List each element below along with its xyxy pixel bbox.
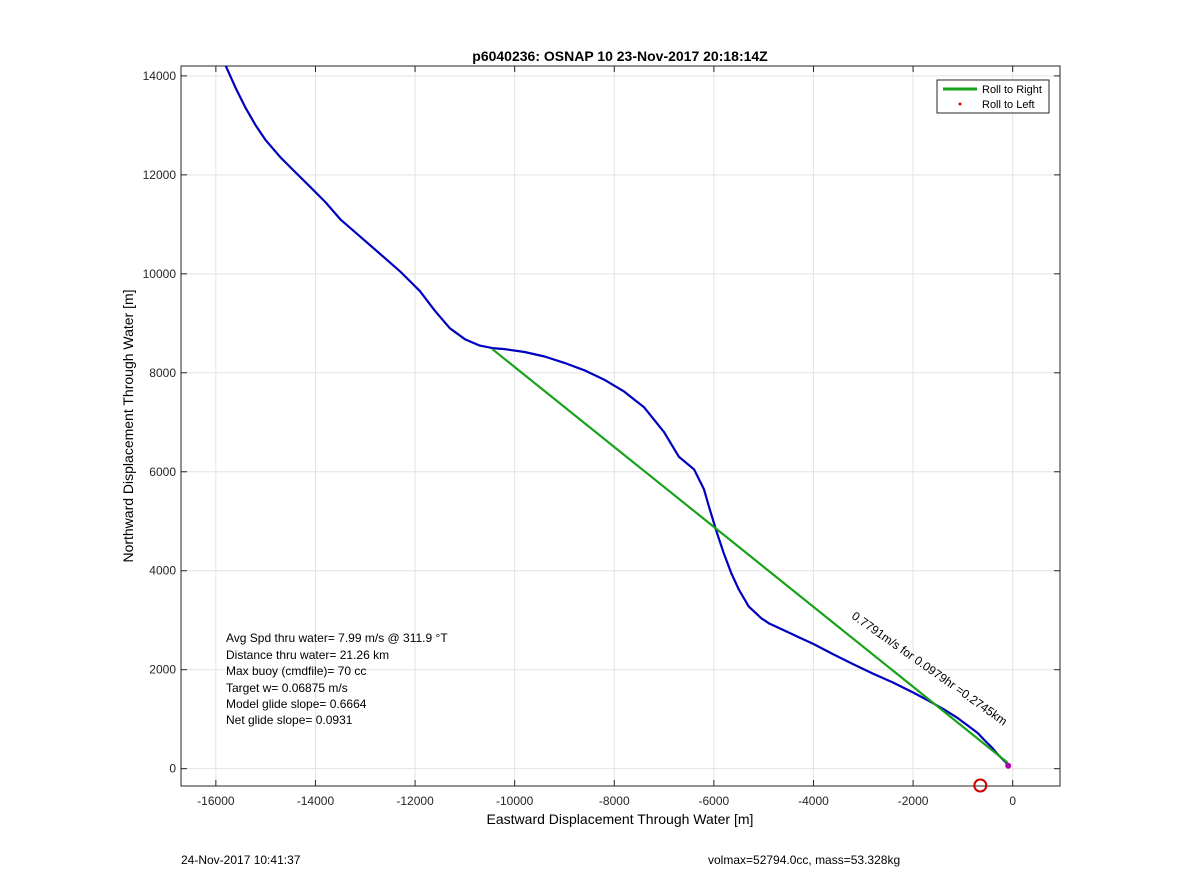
plot-frame xyxy=(180,65,1061,787)
annotation-distance: Distance thru water= 21.26 km xyxy=(226,648,389,662)
legend-label-roll-right: Roll to Right xyxy=(982,84,1042,96)
footer-date: 24-Nov-2017 10:41:37 xyxy=(181,853,301,867)
x-tick-label: -14000 xyxy=(297,794,335,808)
annotation-net-glide: Net glide slope= 0.0931 xyxy=(226,713,353,727)
grid-lines xyxy=(181,66,1060,786)
end-point-marker xyxy=(1005,762,1012,769)
x-tick-label: -6000 xyxy=(699,794,730,808)
series-roll-right-line xyxy=(491,348,1009,764)
annotation-avg-speed: Avg Spd thru water= 7.99 m/s @ 311.9 °T xyxy=(226,631,448,645)
y-tick-label: 0 xyxy=(169,762,176,776)
footer-volmax: volmax=52794.0cc, mass=53.328kg xyxy=(708,853,901,867)
x-tick-label: -12000 xyxy=(396,794,434,808)
x-tick-label: -16000 xyxy=(197,794,235,808)
y-axis-label: Northward Displacement Through Water [m] xyxy=(120,289,136,562)
axis-ticks: -16000 -14000 -12000 -10000 -8000 -6000 -4000 -… xyxy=(143,66,1060,808)
y-tick-label: 2000 xyxy=(149,663,176,677)
x-tick-label: -4000 xyxy=(798,794,829,808)
annotation-max-buoy: Max buoy (cmdfile)= 70 cc xyxy=(226,664,366,678)
legend-swatch-roll-left xyxy=(958,102,962,106)
stats-annotations: Avg Spd thru water= 7.99 m/s @ 311.9 °T … xyxy=(226,631,448,727)
chart-title: p6040236: OSNAP 10 23-Nov-2017 20:18:14Z xyxy=(472,48,768,64)
y-tick-label: 12000 xyxy=(143,168,177,182)
x-tick-label: 0 xyxy=(1009,794,1016,808)
start-circle-marker xyxy=(973,778,988,793)
markers-layer xyxy=(973,762,1012,793)
x-tick-label: -2000 xyxy=(898,794,929,808)
annotation-target-w: Target w= 0.06875 m/s xyxy=(226,681,348,695)
x-tick-label: -10000 xyxy=(496,794,534,808)
y-tick-label: 14000 xyxy=(143,69,177,83)
legend-box xyxy=(936,79,1050,114)
y-tick-label: 10000 xyxy=(143,267,177,281)
legend-label-roll-left: Roll to Left xyxy=(982,99,1035,111)
annotation-model-glide: Model glide slope= 0.6664 xyxy=(226,697,367,711)
y-tick-label: 6000 xyxy=(149,465,176,479)
legend: Roll to Right Roll to Left xyxy=(936,79,1050,114)
y-tick-label: 8000 xyxy=(149,366,176,380)
y-tick-label: 4000 xyxy=(149,564,176,578)
x-axis-label: Eastward Displacement Through Water [m] xyxy=(487,811,754,827)
x-tick-label: -8000 xyxy=(599,794,630,808)
